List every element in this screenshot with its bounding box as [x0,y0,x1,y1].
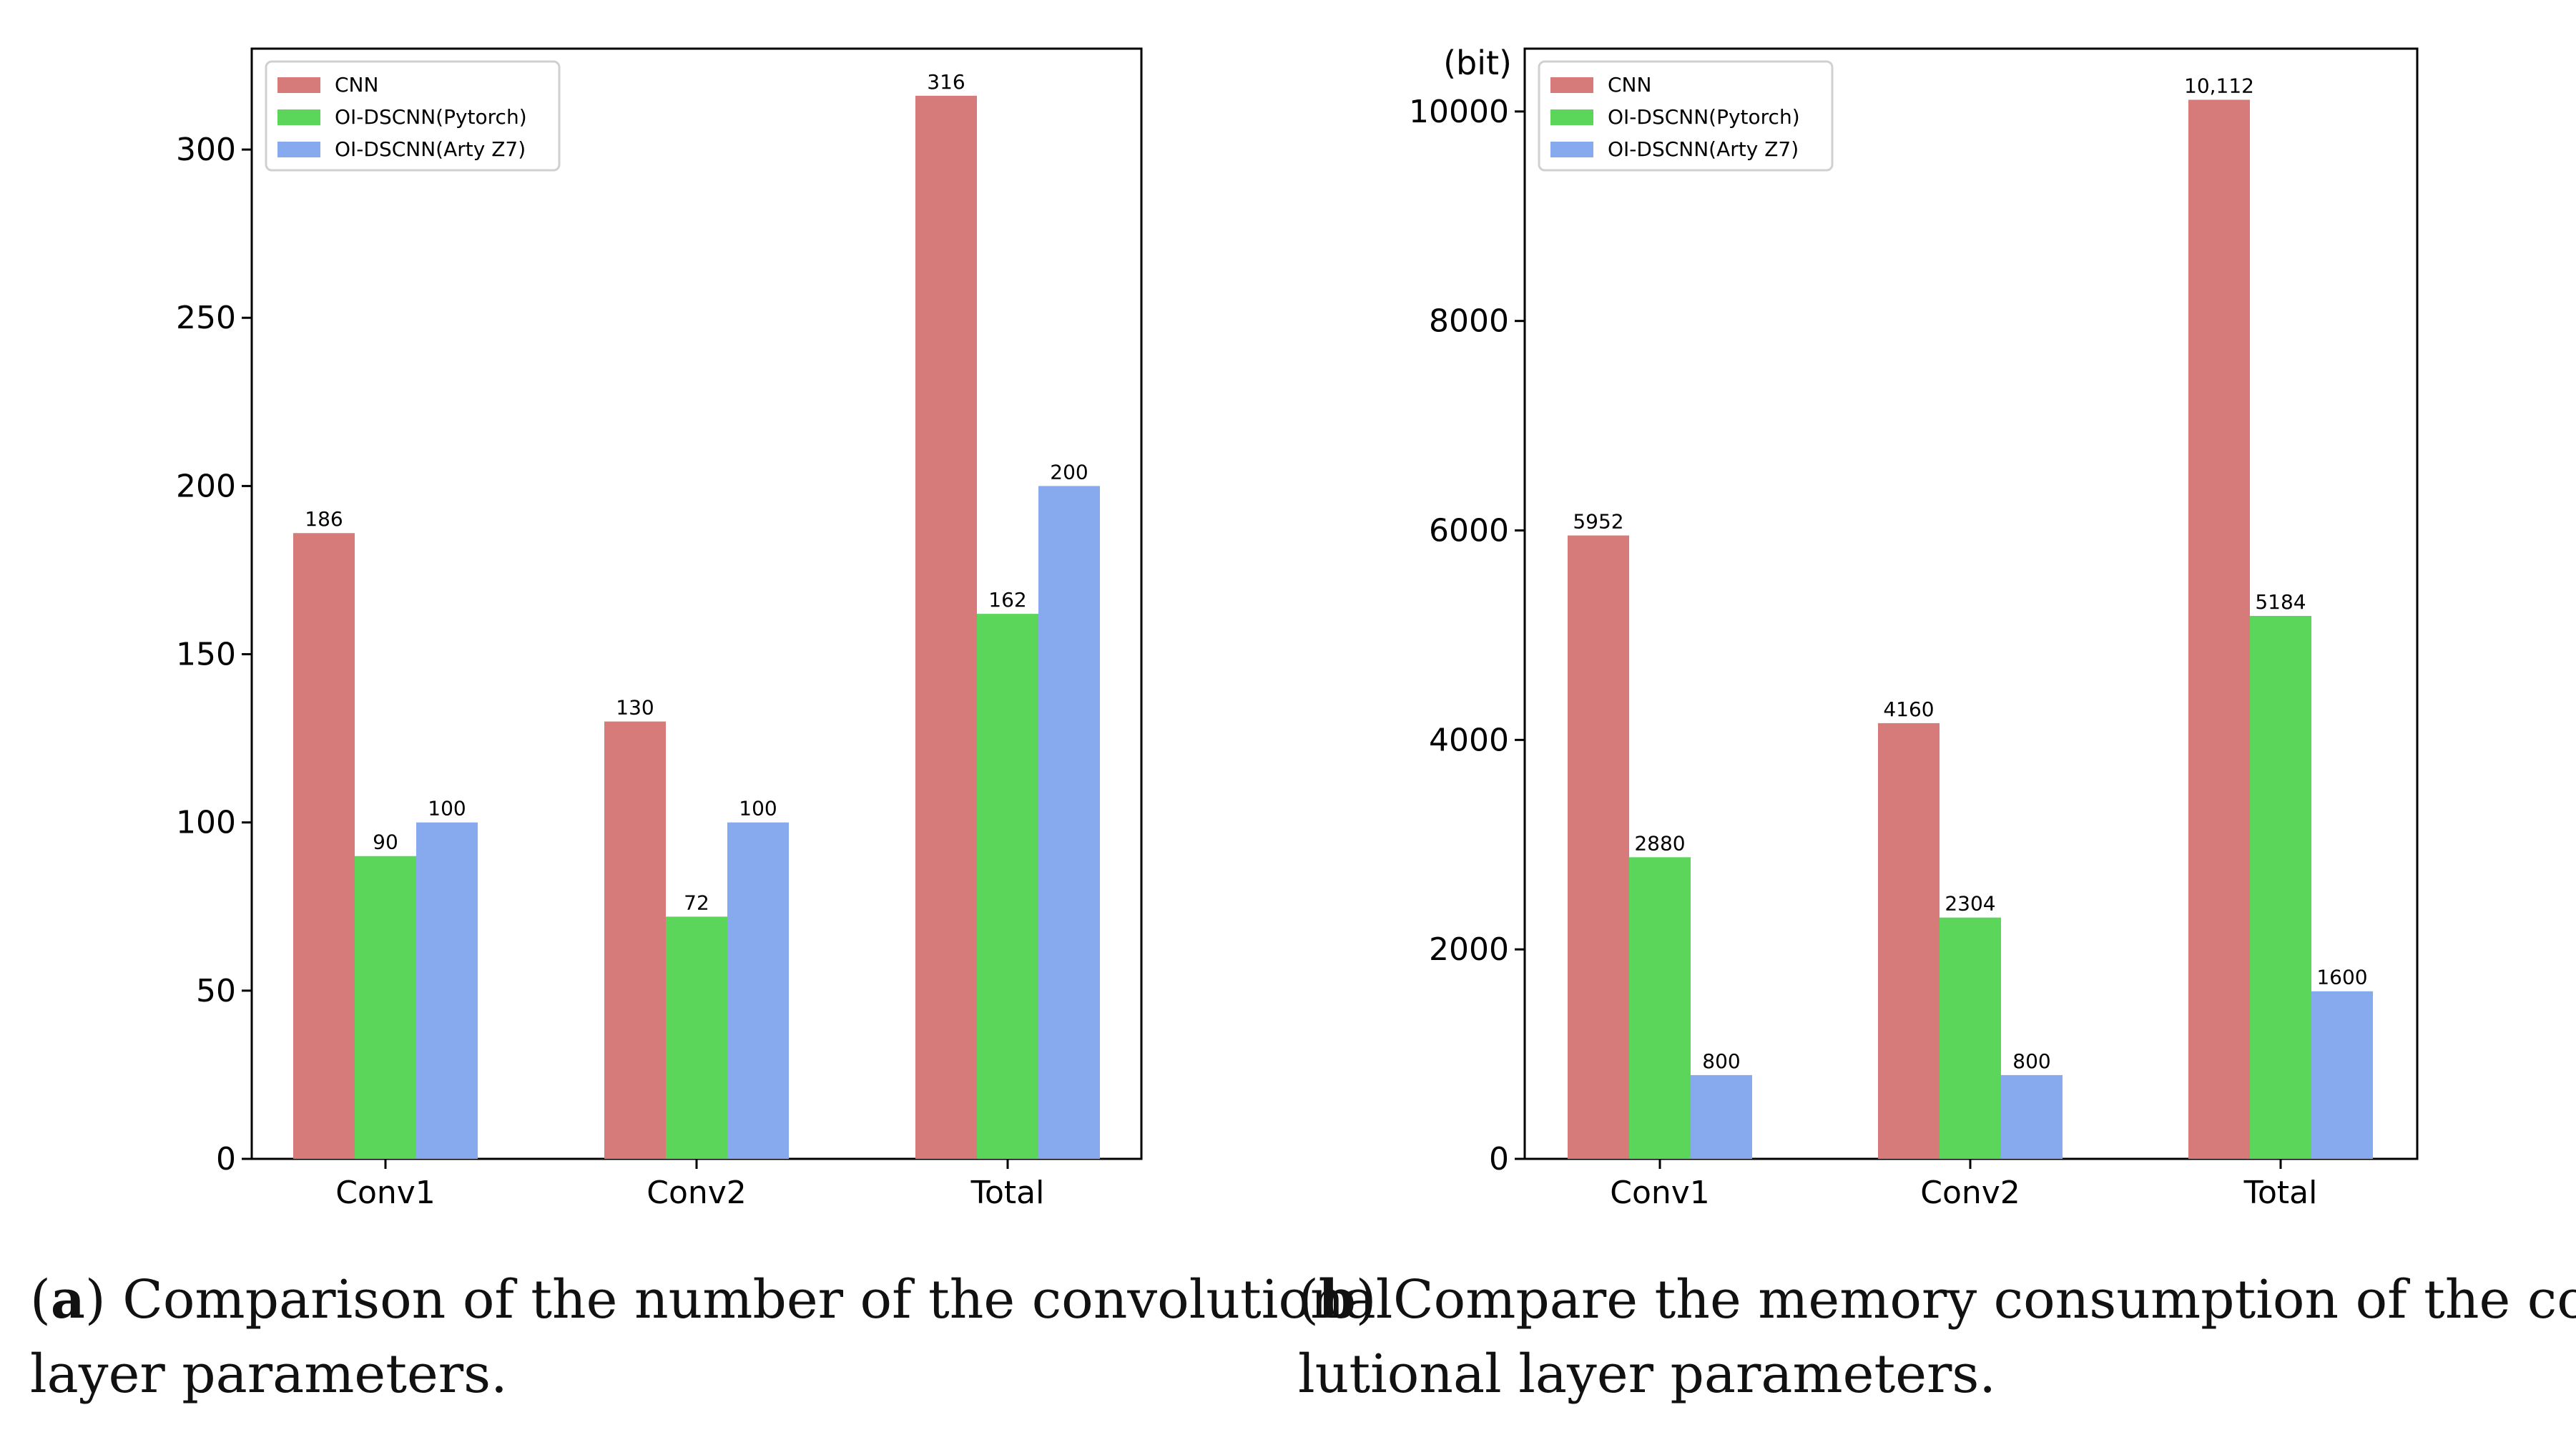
caption-b-line2: lutional layer parameters. [1298,1343,1996,1405]
legend-label-b-2: OI-DSCNN(Arty Z7) [1608,137,1799,161]
bar-b-total-1 [2250,615,2311,1159]
chart-a: 0 50 100 150 200 250 300 186 90 100 Conv1 130 72 100 C… [176,47,1143,1211]
bar-a-conv1-1 [355,856,416,1159]
bar-value-label-b: 800 [2012,1049,2050,1073]
bar-a-conv2-0 [604,721,666,1159]
y-tick-label-b: 8000 [1429,303,1509,340]
bar-value-label-a: 200 [1050,460,1088,484]
chart-b: 0 2000 4000 6000 8000 10000 (bit) 5952 2880 800 Co… [1409,44,2419,1211]
bar-b-conv2-1 [1940,917,2001,1159]
bar-a-conv1-0 [293,533,355,1159]
y-tick-label-b: 2000 [1429,931,1509,968]
y-tick-label-b: 6000 [1429,513,1509,549]
bar-a-conv2-1 [666,916,727,1159]
y-tick-label-b: 4000 [1429,722,1509,758]
legend-swatch-a-1 [277,109,320,125]
bar-b-conv1-0 [1568,535,1629,1159]
bar-a-conv2-2 [727,822,789,1159]
y-tick-label-a: 100 [176,805,236,841]
bar-a-total-1 [977,614,1038,1159]
bar-value-label-a: 72 [684,891,709,914]
bar-value-label-b: 2304 [1945,892,1995,916]
bar-b-conv1-2 [1691,1074,1752,1159]
bar-value-label-b: 5184 [2255,590,2306,614]
legend-swatch-b-0 [1550,77,1593,93]
y-tick-label-a: 200 [176,468,236,504]
legend-label-a-1: OI-DSCNN(Pytorch) [335,105,527,129]
y-tick-label-b: 0 [1489,1141,1509,1177]
x-tick-label-b: Total [2243,1175,2318,1211]
bar-b-conv1-1 [1629,857,1691,1159]
legend-box-b [1538,60,1834,172]
bar-value-label-b: 1600 [2316,966,2367,989]
bar-value-label-a: 162 [988,588,1026,612]
y-tick-label-a: 250 [176,300,236,336]
bar-value-label-a: 186 [305,507,343,531]
caption-a: (a) Comparison of the number of the conv… [30,1263,1392,1411]
bar-b-conv2-2 [2001,1074,2063,1159]
y-tick-label-a: 0 [216,1141,236,1177]
bar-value-label-a: 100 [739,797,777,821]
caption-b-line1: Compare the memory consumption of the co… [1393,1269,2576,1331]
x-tick-label-b: Conv2 [1920,1175,2020,1211]
bar-value-label-a: 316 [927,70,965,94]
y-tick-label-a: 150 [176,637,236,673]
bar-value-label-a: 100 [428,797,466,821]
bar-b-conv2-0 [1878,723,1940,1159]
bar-value-label-a: 130 [616,696,654,720]
bar-value-label-b: 5952 [1573,510,1623,534]
legend-label-b-1: OI-DSCNN(Pytorch) [1608,105,1800,129]
legend-label-a-0: CNN [335,73,378,97]
caption-b: (b) Compare the memory consumption of th… [1298,1263,2576,1411]
legend-swatch-b-1 [1550,109,1593,125]
bar-b-total-0 [2188,99,2250,1159]
bar-value-label-b: 2880 [1634,831,1685,855]
caption-b-label: b [1318,1269,1356,1331]
legend-swatch-b-2 [1550,142,1593,157]
y-tick-label-a: 300 [176,132,236,168]
bar-value-label-b: 10,112 [2184,74,2254,97]
bar-value-label-b: 800 [1702,1049,1740,1073]
x-tick-label-b: Conv1 [1610,1175,1710,1211]
bar-a-conv1-2 [416,822,478,1159]
bar-b-total-2 [2311,991,2373,1159]
y-tick-label-b: 10000 [1409,94,1509,130]
y-axis-label-b: (bit) [1443,44,1512,82]
legend-swatch-a-2 [277,142,320,157]
y-tick-label-a: 50 [196,973,236,1009]
caption-a-line2: layer parameters. [30,1343,508,1405]
legend-label-a-2: OI-DSCNN(Arty Z7) [335,137,526,161]
caption-a-line1: Comparison of the number of the convolut… [122,1269,1393,1331]
bar-value-label-a: 90 [373,831,398,854]
bar-a-total-0 [915,95,977,1160]
x-tick-label-a: Conv1 [335,1175,436,1211]
bar-a-total-2 [1038,486,1100,1159]
x-tick-label-a: Conv2 [647,1175,747,1211]
caption-a-label: a [50,1269,85,1331]
legend-box-a [265,60,561,172]
x-tick-label-a: Total [970,1175,1045,1211]
legend-swatch-a-0 [277,77,320,93]
bar-value-label-b: 4160 [1883,697,1934,721]
legend-label-b-0: CNN [1608,73,1651,97]
